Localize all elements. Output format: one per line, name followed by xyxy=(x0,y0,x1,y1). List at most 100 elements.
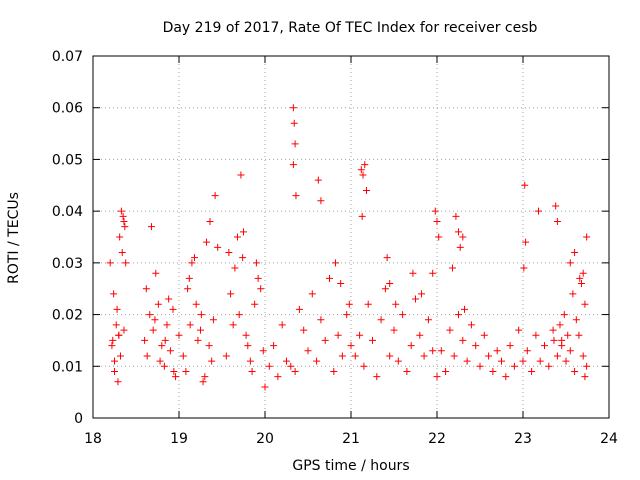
data-point xyxy=(308,290,316,298)
data-point xyxy=(270,342,278,350)
data-point xyxy=(197,326,204,334)
data-point xyxy=(390,326,398,334)
x-tick-label: 22 xyxy=(428,431,446,447)
data-point xyxy=(300,326,308,334)
x-tick-label: 20 xyxy=(256,431,274,447)
data-point xyxy=(383,254,391,262)
data-point xyxy=(493,347,501,355)
data-point xyxy=(520,264,528,272)
data-point xyxy=(115,331,123,339)
data-point xyxy=(403,367,411,375)
x-tick-label: 23 xyxy=(514,431,532,447)
data-point xyxy=(321,336,329,344)
data-point xyxy=(583,233,591,241)
grid xyxy=(93,56,609,418)
data-point xyxy=(463,357,471,365)
data-point xyxy=(556,321,564,329)
data-point xyxy=(175,331,183,339)
y-tick-label: 0.03 xyxy=(52,256,83,272)
data-point xyxy=(522,238,530,246)
data-point xyxy=(251,300,259,308)
data-point xyxy=(442,367,450,375)
data-point xyxy=(553,217,561,225)
data-point xyxy=(351,352,359,360)
data-point xyxy=(313,357,321,365)
x-axis-label: GPS time / hours xyxy=(292,458,409,474)
data-point xyxy=(377,316,385,324)
data-point xyxy=(433,217,441,225)
data-point xyxy=(185,274,193,282)
y-tick-label: 0.07 xyxy=(52,49,83,65)
data-point xyxy=(142,285,150,293)
data-point xyxy=(498,357,505,365)
data-point xyxy=(424,316,432,324)
x-tick-label: 18 xyxy=(84,431,102,447)
data-point xyxy=(575,331,583,339)
data-point xyxy=(152,269,160,277)
plot-frame xyxy=(92,55,610,419)
data-point xyxy=(506,342,514,350)
data-point xyxy=(347,342,355,350)
data-point xyxy=(362,186,370,194)
data-point xyxy=(235,311,243,319)
data-point xyxy=(122,259,130,267)
data-point xyxy=(338,352,346,360)
data-point xyxy=(111,357,118,365)
data-point xyxy=(120,326,128,334)
data-point xyxy=(532,331,540,339)
data-point xyxy=(394,357,402,365)
data-point xyxy=(205,342,213,350)
data-point xyxy=(541,342,548,350)
data-point xyxy=(289,104,297,112)
data-point xyxy=(283,357,290,365)
data-point xyxy=(209,316,217,324)
data-point xyxy=(437,347,445,355)
data-point xyxy=(566,347,574,355)
data-point xyxy=(186,321,194,329)
data-point xyxy=(456,243,464,251)
data-point xyxy=(106,259,114,267)
data-point xyxy=(149,326,157,334)
data-point xyxy=(172,373,180,381)
data-point xyxy=(242,331,250,339)
data-point xyxy=(416,331,424,339)
x-tick-label: 24 xyxy=(600,431,618,447)
data-point xyxy=(429,347,437,355)
data-point xyxy=(407,342,415,350)
data-point xyxy=(392,300,400,308)
data-point xyxy=(201,373,209,381)
data-point xyxy=(459,336,467,344)
data-point xyxy=(192,300,200,308)
data-point xyxy=(571,249,579,257)
data-point xyxy=(549,326,557,334)
data-point xyxy=(448,264,456,272)
x-tick-label: 21 xyxy=(342,431,360,447)
x-tick-label: 19 xyxy=(170,431,188,447)
data-point xyxy=(357,166,365,174)
data-point xyxy=(158,342,166,350)
data-point xyxy=(519,357,527,365)
data-point xyxy=(184,285,192,293)
data-point xyxy=(386,280,394,288)
data-point xyxy=(562,357,570,365)
data-point xyxy=(337,280,345,288)
data-point xyxy=(110,290,118,298)
data-point xyxy=(291,140,299,148)
data-point xyxy=(502,373,510,381)
y-tick-label: 0.02 xyxy=(52,308,83,324)
data-point xyxy=(214,243,222,251)
data-point xyxy=(418,290,426,298)
data-point xyxy=(334,331,342,339)
data-point xyxy=(450,352,458,360)
data-point xyxy=(553,352,561,360)
data-point xyxy=(472,342,480,350)
data-point xyxy=(455,228,462,236)
data-point xyxy=(330,367,338,375)
data-point xyxy=(108,342,116,350)
data-point xyxy=(182,367,190,375)
data-point xyxy=(179,352,187,360)
data-point xyxy=(356,331,364,339)
y-axis-label: ROTI / TECUs xyxy=(6,192,22,284)
data-point xyxy=(345,300,353,308)
data-point xyxy=(360,362,368,370)
